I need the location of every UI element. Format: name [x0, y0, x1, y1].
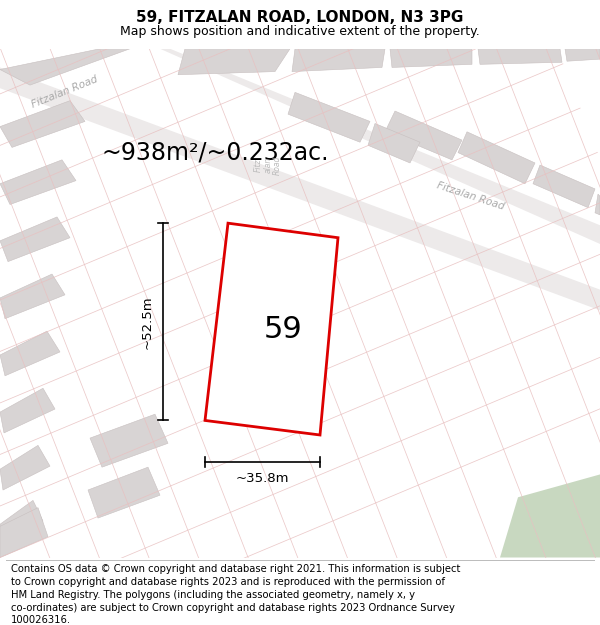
Polygon shape	[0, 388, 55, 433]
Polygon shape	[478, 49, 562, 64]
Text: ~938m²/~0.232ac.: ~938m²/~0.232ac.	[101, 141, 329, 164]
Polygon shape	[160, 49, 600, 244]
Polygon shape	[565, 49, 600, 61]
Polygon shape	[533, 165, 595, 208]
Text: Fitzalan Road: Fitzalan Road	[435, 181, 505, 212]
Polygon shape	[390, 49, 472, 68]
Polygon shape	[0, 49, 130, 85]
Polygon shape	[205, 223, 338, 435]
Polygon shape	[385, 111, 462, 160]
Polygon shape	[0, 446, 50, 490]
Text: Contains OS data © Crown copyright and database right 2021. This information is : Contains OS data © Crown copyright and d…	[11, 564, 460, 625]
Polygon shape	[288, 92, 370, 142]
Polygon shape	[458, 132, 535, 184]
Polygon shape	[0, 501, 43, 545]
Polygon shape	[595, 194, 600, 215]
Polygon shape	[292, 49, 385, 72]
Text: 59, FITZALAN ROAD, LONDON, N3 3PG: 59, FITZALAN ROAD, LONDON, N3 3PG	[136, 10, 464, 25]
Text: 59: 59	[263, 314, 302, 344]
Polygon shape	[0, 68, 600, 311]
Polygon shape	[0, 508, 48, 558]
Text: Fitz
alan
Road: Fitz alan Road	[254, 156, 282, 175]
Text: Map shows position and indicative extent of the property.: Map shows position and indicative extent…	[120, 25, 480, 38]
Polygon shape	[178, 49, 290, 75]
Polygon shape	[0, 274, 65, 319]
Polygon shape	[0, 101, 85, 148]
Text: ~52.5m: ~52.5m	[141, 295, 154, 349]
Polygon shape	[88, 467, 160, 518]
Polygon shape	[90, 414, 168, 467]
Text: ~35.8m: ~35.8m	[236, 472, 289, 486]
Polygon shape	[368, 124, 420, 163]
Text: Fitzalan Road: Fitzalan Road	[30, 74, 99, 110]
Polygon shape	[0, 331, 60, 376]
Polygon shape	[0, 217, 70, 262]
Polygon shape	[0, 160, 76, 204]
Polygon shape	[500, 474, 600, 558]
